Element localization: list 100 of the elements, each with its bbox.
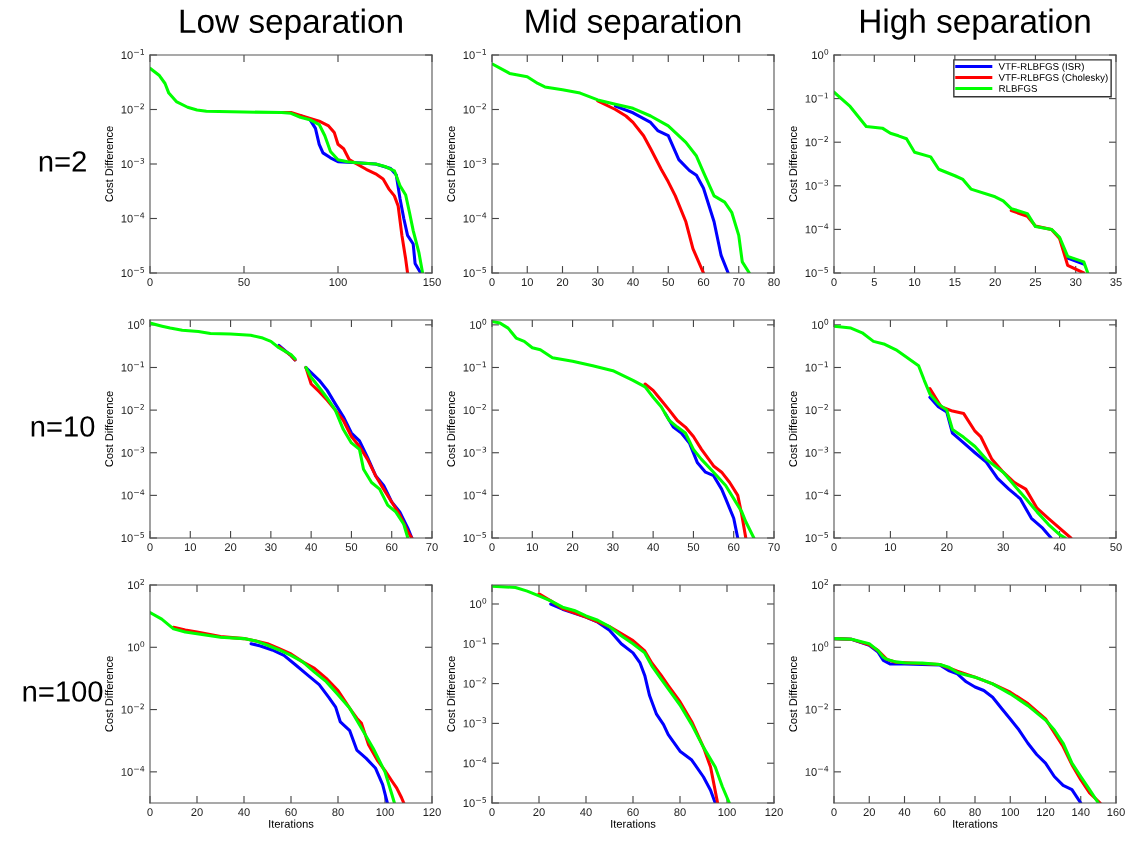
x-tick-label: 10 — [909, 278, 921, 287]
x-tick-label: 10 — [526, 543, 539, 552]
y-tick-label: 10$^{−2}$ — [463, 404, 486, 415]
x-tick-label: 15 — [949, 278, 961, 287]
x-tick-label: 120 — [1037, 808, 1055, 817]
y-tick-label: 10$^{−1}$ — [805, 92, 829, 103]
y-tick-label: 10$^{−2}$ — [121, 103, 144, 114]
y-tick-label: 10$^{−1}$ — [121, 361, 145, 372]
x-tick-label: 20 — [566, 543, 579, 552]
x-tick-label: 0 — [831, 543, 837, 552]
y-tick-label: 10$^{−3}$ — [121, 446, 145, 457]
x-tick-label: 70 — [768, 543, 780, 552]
y-tick-label: 10$^{−5}$ — [121, 532, 145, 543]
x-tick-label: 70 — [733, 278, 745, 287]
y-tick-label: 10$^{−3}$ — [121, 157, 145, 169]
x-tick-label: 20 — [224, 543, 237, 552]
x-tick-label: 0 — [831, 808, 837, 817]
y-tick-label: 10$^{−3}$ — [463, 157, 487, 169]
y-tick-label: 10$^{−2}$ — [805, 136, 828, 147]
x-tick-label: 0 — [147, 278, 153, 287]
y-tick-label: 10$^{−4}$ — [121, 212, 145, 223]
x-tick-label: 20 — [989, 278, 1001, 287]
x-tick-label: 40 — [238, 808, 250, 817]
y-tick-label: 10$^{−2}$ — [121, 404, 144, 415]
x-tick-label: 30 — [997, 543, 1009, 552]
x-tick-label: 0 — [147, 808, 153, 817]
y-tick-label: 10$^{0}$ — [812, 641, 829, 652]
x-tick-label: 40 — [1053, 543, 1066, 552]
x-tick-label: 0 — [489, 278, 495, 287]
x-tick-label: 30 — [1069, 278, 1082, 287]
y-tick-label: 10$^{−3}$ — [805, 446, 829, 457]
y-axis-title: Cost Difference — [788, 656, 798, 732]
legend-label: RLBFGS — [999, 85, 1038, 92]
y-tick-label: 10$^{−5}$ — [805, 532, 829, 543]
y-tick-label: 10$^{−4}$ — [805, 223, 829, 234]
y-tick-label: 10$^{0}$ — [470, 318, 487, 329]
x-tick-label: 20 — [941, 543, 953, 552]
y-tick-label: 10$^{−2}$ — [121, 703, 144, 714]
legend-label: VTF-RLBFGS (ISR) — [998, 62, 1084, 72]
x-tick-label: 60 — [386, 543, 398, 552]
x-tick-label: 100 — [329, 278, 347, 287]
y-tick-label: 10$^{0}$ — [128, 318, 145, 329]
y-tick-label: 10$^{−2}$ — [463, 677, 486, 688]
x-tick-label: 25 — [1029, 278, 1042, 287]
y-tick-label: 10$^{−1}$ — [463, 361, 487, 372]
x-tick-label: 100 — [1001, 808, 1020, 817]
x-axis-title: Iterations — [611, 819, 656, 828]
y-tick-label: 10$^{−2}$ — [463, 103, 486, 114]
x-tick-label: 0 — [489, 543, 495, 552]
y-axis-title: Cost Difference — [104, 656, 114, 732]
x-tick-label: 20 — [533, 808, 545, 817]
x-tick-label: 40 — [580, 808, 592, 817]
x-axis-title: Iterations — [269, 819, 314, 828]
x-tick-label: 100 — [376, 808, 394, 817]
legend-label: VTF-RLBFGS (Cholesky) — [998, 73, 1108, 83]
x-tick-label: 40 — [305, 543, 317, 552]
x-tick-label: 30 — [265, 543, 277, 552]
y-tick-label: 10$^{0}$ — [470, 597, 487, 609]
x-tick-label: 50 — [1110, 543, 1122, 552]
x-tick-label: 40 — [898, 808, 911, 817]
y-tick-label: 10$^{−1}$ — [463, 49, 487, 60]
x-tick-label: 5 — [871, 278, 877, 287]
y-tick-label: 10$^{−4}$ — [463, 489, 487, 500]
y-tick-label: 10$^{−5}$ — [463, 797, 487, 808]
chart-title: Mid separation — [526, 8, 741, 40]
y-tick-label: 10$^{0}$ — [812, 48, 829, 60]
x-tick-label: 20 — [863, 808, 875, 817]
y-tick-label: 10$^{−4}$ — [463, 757, 487, 768]
y-tick-label: 10$^{−1}$ — [805, 361, 829, 372]
x-tick-label: 50 — [345, 543, 358, 552]
x-tick-label: 60 — [697, 278, 710, 287]
x-tick-label: 160 — [1107, 808, 1125, 817]
y-tick-label: 10$^{−3}$ — [805, 179, 829, 190]
chart-title: High separation — [861, 8, 1090, 40]
x-tick-label: 60 — [285, 808, 297, 817]
x-tick-label: 40 — [647, 543, 659, 552]
x-tick-label: 150 — [423, 278, 441, 287]
y-axis-title: Cost Difference — [788, 391, 798, 467]
x-tick-label: 0 — [489, 808, 495, 817]
y-tick-label: 10$^{2}$ — [812, 578, 828, 590]
x-tick-label: 50 — [687, 543, 700, 552]
x-tick-label: 60 — [627, 808, 639, 817]
x-tick-label: 80 — [768, 278, 780, 287]
y-tick-label: 10$^{−4}$ — [121, 765, 145, 776]
y-tick-label: 10$^{−5}$ — [121, 267, 145, 278]
y-axis-title: Cost Difference — [104, 126, 114, 202]
x-tick-label: 10 — [184, 543, 197, 552]
y-tick-label: 10$^{−3}$ — [463, 717, 487, 728]
y-tick-label: 10$^{−4}$ — [463, 212, 487, 223]
y-tick-label: 10$^{−4}$ — [805, 489, 829, 500]
x-tick-label: 40 — [627, 278, 639, 287]
x-tick-label: 20 — [556, 278, 569, 287]
x-tick-label: 0 — [147, 543, 153, 552]
y-axis-title: Cost Difference — [104, 391, 114, 467]
chart-title: Low separation — [180, 8, 402, 40]
x-tick-label: 10 — [885, 543, 897, 552]
x-tick-label: 80 — [674, 808, 686, 817]
text: n=100 — [23, 681, 103, 702]
x-tick-label: 60 — [728, 543, 740, 552]
x-tick-label: 0 — [831, 278, 837, 287]
